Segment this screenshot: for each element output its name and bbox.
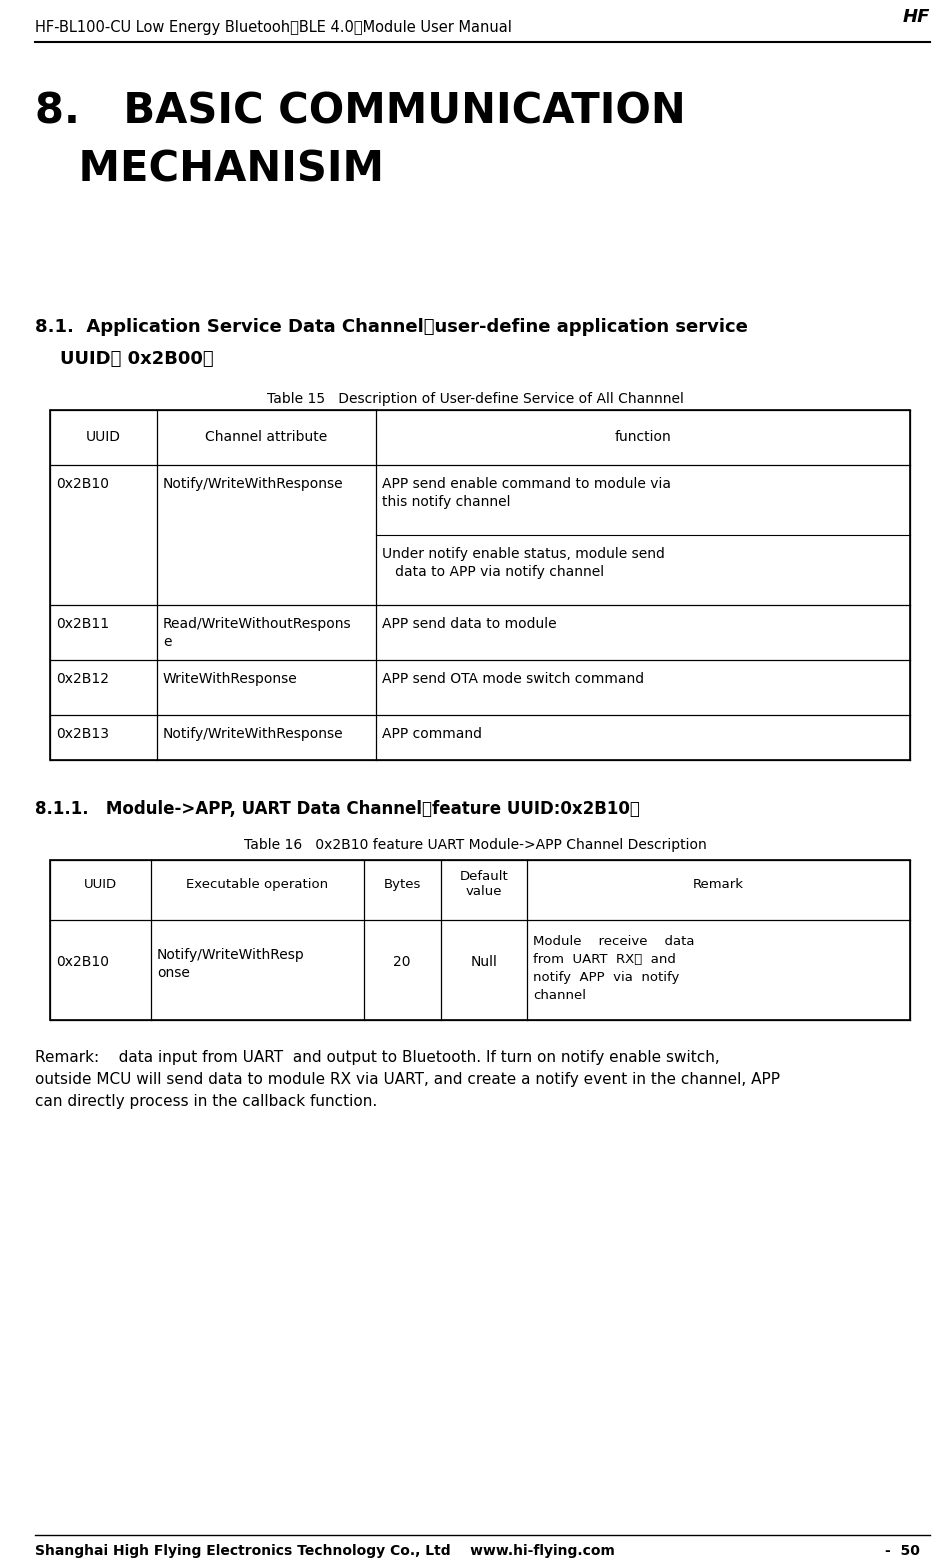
Text: 8.1.  Application Service Data Channel（user-define application service: 8.1. Application Service Data Channel（us… — [35, 318, 747, 335]
Text: APP send enable command to module via: APP send enable command to module via — [382, 476, 671, 490]
Text: WriteWithResponse: WriteWithResponse — [163, 672, 298, 686]
Text: Default: Default — [459, 870, 509, 882]
Text: Notify/WriteWithResponse: Notify/WriteWithResponse — [163, 727, 343, 741]
Text: Executable operation: Executable operation — [186, 878, 328, 892]
Text: Table 15   Description of User-define Service of All Channnel: Table 15 Description of User-define Serv… — [266, 392, 684, 406]
Text: 0x2B10: 0x2B10 — [56, 476, 109, 490]
Text: 8.1.1.   Module->APP, UART Data Channel【feature UUID:0x2B10】: 8.1.1. Module->APP, UART Data Channel【fe… — [35, 801, 640, 818]
Text: function: function — [614, 429, 671, 443]
Text: 8.   BASIC COMMUNICATION: 8. BASIC COMMUNICATION — [35, 89, 686, 132]
Text: outside MCU will send data to module RX via UART, and create a notify event in t: outside MCU will send data to module RX … — [35, 1072, 780, 1087]
Text: 20: 20 — [394, 954, 411, 968]
Text: Read/WriteWithoutRespons: Read/WriteWithoutRespons — [163, 617, 352, 632]
Text: HF-BL100-CU Low Energy Bluetooh（BLE 4.0）Module User Manual: HF-BL100-CU Low Energy Bluetooh（BLE 4.0）… — [35, 20, 512, 34]
Text: Bytes: Bytes — [383, 878, 420, 892]
Text: Under notify enable status, module send: Under notify enable status, module send — [382, 547, 665, 561]
Text: Table 16   0x2B10 feature UART Module->APP Channel Description: Table 16 0x2B10 feature UART Module->APP… — [243, 838, 707, 852]
Text: UUID: UUID — [86, 429, 121, 443]
Text: UUID: UUID — [84, 878, 117, 892]
Text: Remark:    data input from UART  and output to Bluetooth. If turn on notify enab: Remark: data input from UART and output … — [35, 1050, 720, 1066]
Text: Channel attribute: Channel attribute — [204, 429, 327, 443]
Text: APP command: APP command — [382, 727, 482, 741]
Text: APP send data to module: APP send data to module — [382, 617, 556, 632]
Text: this notify channel: this notify channel — [382, 495, 511, 509]
Text: APP send OTA mode switch command: APP send OTA mode switch command — [382, 672, 644, 686]
Text: Notify/WriteWithResponse: Notify/WriteWithResponse — [163, 476, 343, 490]
Text: 0x2B11: 0x2B11 — [56, 617, 109, 632]
Text: 0x2B13: 0x2B13 — [56, 727, 109, 741]
Text: channel: channel — [533, 989, 586, 1001]
Text: -  50: - 50 — [885, 1543, 920, 1558]
Text: value: value — [466, 885, 502, 898]
Text: 0x2B10: 0x2B10 — [56, 954, 109, 968]
Text: notify  APP  via  notify: notify APP via notify — [533, 972, 679, 984]
Text: can directly process in the callback function.: can directly process in the callback fun… — [35, 1094, 378, 1109]
Text: HF: HF — [902, 8, 930, 27]
Text: Remark: Remark — [692, 878, 744, 892]
Text: data to APP via notify channel: data to APP via notify channel — [382, 566, 604, 578]
Text: from  UART  RX，  and: from UART RX， and — [533, 953, 676, 965]
Text: 0x2B12: 0x2B12 — [56, 672, 109, 686]
Text: UUID： 0x2B00）: UUID： 0x2B00） — [35, 349, 214, 368]
Bar — [50, 860, 910, 1020]
Text: Shanghai High Flying Electronics Technology Co., Ltd    www.hi-flying.com: Shanghai High Flying Electronics Technol… — [35, 1543, 615, 1558]
Text: Module    receive    data: Module receive data — [533, 935, 694, 948]
Text: MECHANISIM: MECHANISIM — [35, 147, 384, 190]
Bar — [50, 411, 910, 760]
Text: onse: onse — [157, 965, 190, 979]
Text: Null: Null — [471, 954, 497, 968]
Text: Notify/WriteWithResp: Notify/WriteWithResp — [157, 948, 304, 962]
Text: e: e — [163, 635, 171, 649]
